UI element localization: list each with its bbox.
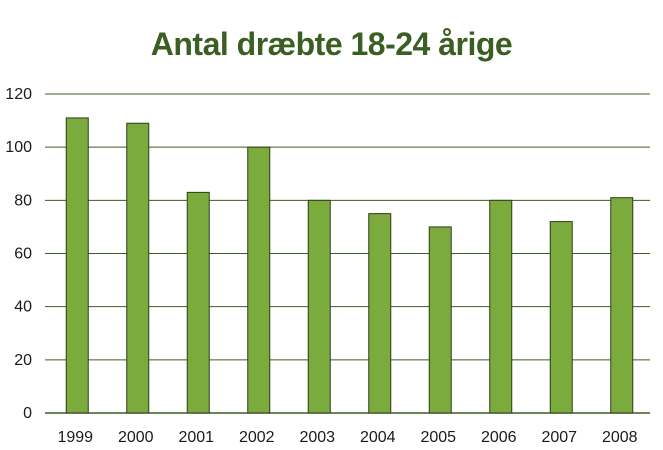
x-tick-label: 2006	[481, 429, 517, 446]
y-tick-label: 120	[5, 86, 32, 103]
bar-2004	[368, 213, 392, 414]
chart-title: Antal dræbte 18-24 årige	[150, 26, 513, 62]
x-tick-label: 2004	[360, 429, 396, 446]
y-tick-label: 100	[5, 139, 32, 156]
x-tick-label: 2005	[420, 429, 456, 446]
x-tick-label: 1999	[57, 429, 93, 446]
y-tick-label: 40	[14, 299, 32, 316]
bar-2003	[307, 199, 331, 414]
y-tick-label: 80	[14, 192, 32, 209]
y-tick-label: 20	[14, 352, 32, 369]
x-tick-label: 2002	[239, 429, 275, 446]
y-tick-label: 0	[23, 405, 32, 422]
bar-2007	[549, 221, 573, 414]
x-tick-label: 2008	[602, 429, 638, 446]
bar-2002	[247, 146, 271, 414]
x-tick-label: 2000	[118, 429, 154, 446]
bar-2008	[610, 197, 634, 414]
bar-2001	[186, 191, 210, 414]
x-tick-label: 2001	[178, 429, 214, 446]
x-tick-label: 2007	[541, 429, 577, 446]
y-tick-label: 60	[14, 246, 32, 263]
bar-2005	[428, 226, 452, 414]
bar-2006	[489, 199, 513, 414]
x-tick-label: 2003	[299, 429, 335, 446]
bar-2000	[126, 122, 150, 414]
bar-1999	[65, 117, 89, 414]
